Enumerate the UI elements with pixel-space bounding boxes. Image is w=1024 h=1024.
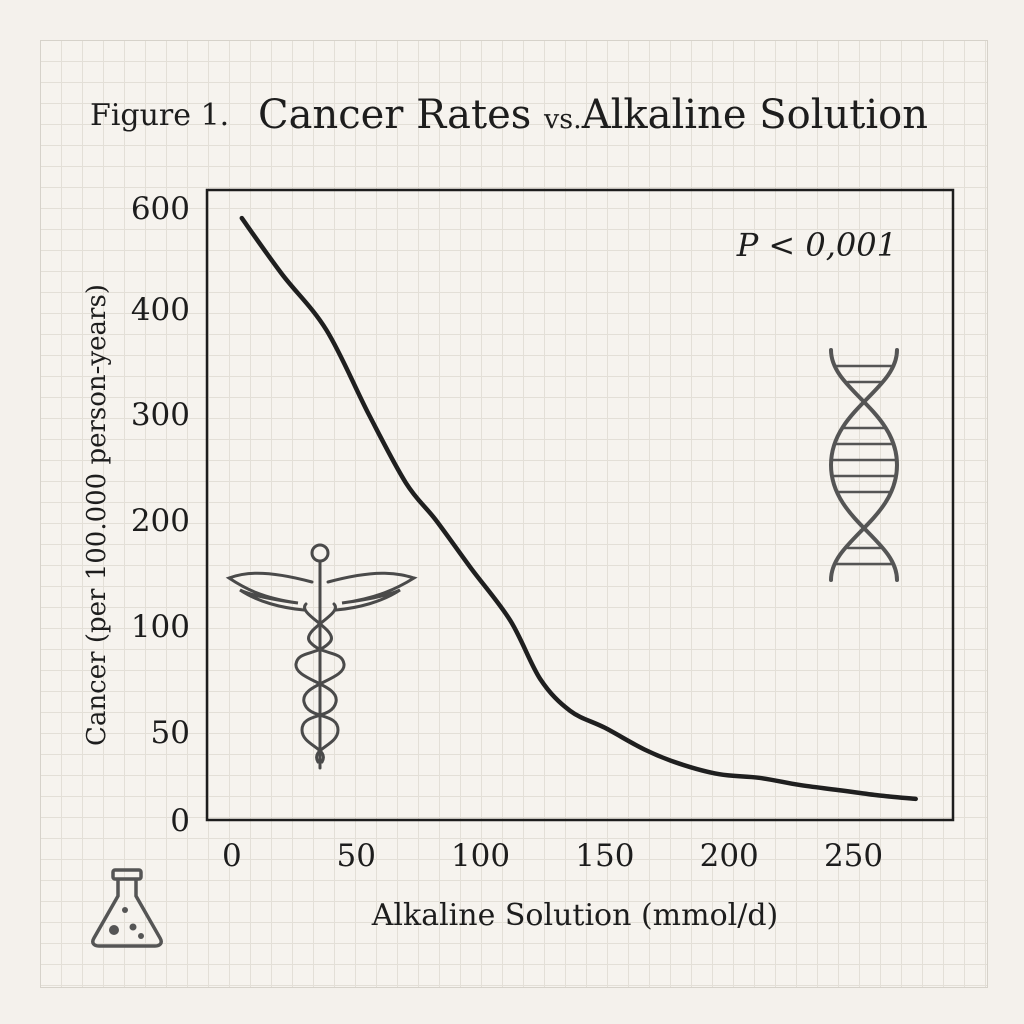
- y-tick-label: 600: [131, 191, 190, 227]
- y-tick-label: 0: [170, 803, 190, 839]
- y-tick-label: 50: [151, 715, 190, 751]
- y-tick-label: 200: [131, 503, 190, 539]
- y-tick-label: 100: [131, 609, 190, 645]
- x-tick-labels: 0 50 100 150 200 250: [222, 838, 883, 874]
- x-axis-label: Alkaline Solution (mmol/d): [371, 898, 779, 933]
- x-tick-label: 0: [222, 838, 242, 874]
- x-tick-label: 200: [700, 838, 759, 874]
- x-tick-label: 50: [336, 838, 375, 874]
- dna-icon: [831, 350, 897, 580]
- flask-icon: [93, 870, 161, 946]
- y-axis-label: Cancer (per 100.000 person-years): [82, 284, 112, 746]
- x-tick-label: 100: [451, 838, 510, 874]
- y-tick-label: 300: [131, 397, 190, 433]
- p-value-annotation: P < 0,001: [736, 226, 897, 264]
- y-tick-labels: 0 50 100 200 300 400 600: [131, 191, 190, 839]
- y-tick-label: 400: [131, 292, 190, 328]
- x-tick-label: 250: [824, 838, 883, 874]
- series-line: [242, 218, 916, 799]
- caduceus-icon: [229, 545, 414, 768]
- x-tick-label: 150: [575, 838, 634, 874]
